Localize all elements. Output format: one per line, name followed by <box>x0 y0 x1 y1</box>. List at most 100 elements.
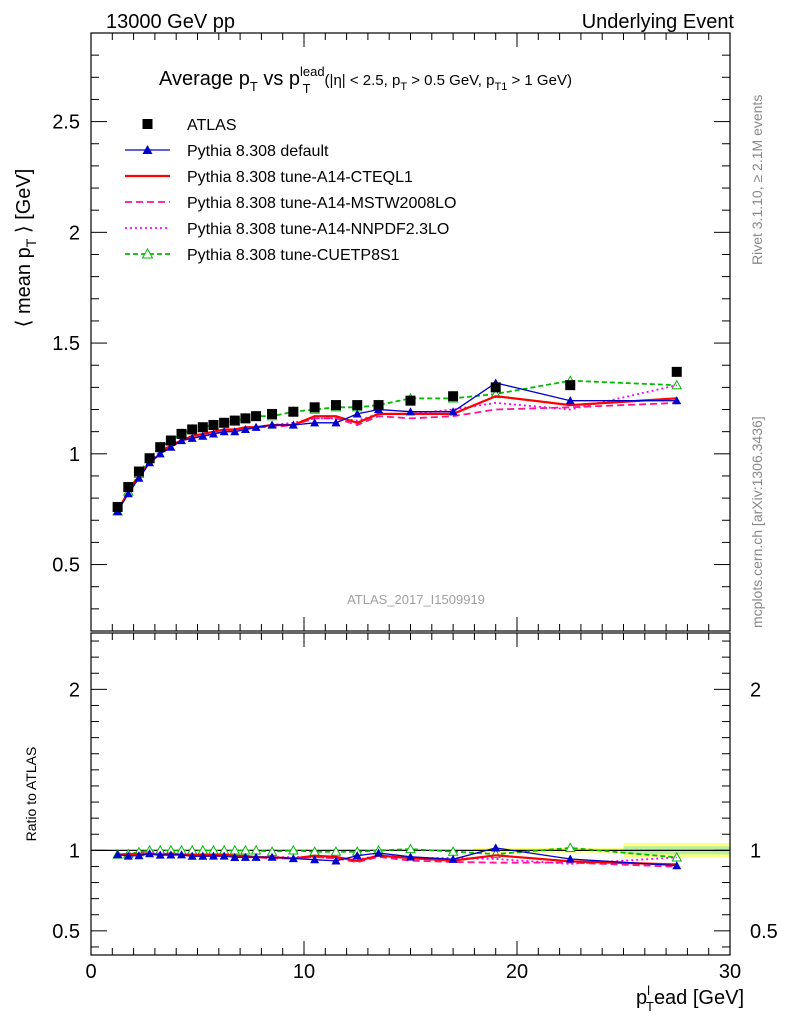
series-point-default <box>251 422 261 431</box>
analysis-watermark: ATLAS_2017_I1509919 <box>347 592 485 607</box>
mcplots-source-label: mcplots.cern.ch [arXiv:1306.3436] <box>749 416 765 628</box>
atlas-data-point <box>112 501 123 512</box>
series-point-default <box>134 473 144 482</box>
atlas-data-point <box>330 400 341 411</box>
atlas-data-point <box>352 400 363 411</box>
main-panel: 0.511.522.5 ⟨ mean pT ⟩ [GeV] Average pT… <box>13 32 731 632</box>
ratio-point-default <box>672 861 682 870</box>
ratio-y-tick-label-right: 1 <box>750 840 761 862</box>
ratio-point-default <box>267 852 277 861</box>
legend-label-cteql1: Pythia 8.308 tune-A14-CTEQL1 <box>187 169 413 186</box>
x-tick-label: 10 <box>293 961 315 983</box>
ratio-point-default <box>310 855 320 864</box>
title-cuts: (|η| < 2.5, p <box>325 72 401 89</box>
atlas-data-point <box>176 428 187 439</box>
ratio-point-default <box>177 850 187 859</box>
series-point-default <box>208 429 218 438</box>
ratio-point-default <box>208 851 218 860</box>
y-tick-label: 1.5 <box>52 333 80 355</box>
atlas-data-point <box>288 406 299 417</box>
y-tick-label: 2.5 <box>52 112 80 134</box>
ratio-y-tick-label-right: 2 <box>750 679 761 701</box>
x-tick-labels: 0 10 20 30 <box>85 961 741 983</box>
ratio-point-default <box>448 854 458 863</box>
ratio-point-default <box>352 851 362 860</box>
atlas-data-point <box>267 408 278 419</box>
series-point-default <box>198 431 208 440</box>
legend-label-nnpdf: Pythia 8.308 tune-A14-NNPDF2.3LO <box>187 221 449 238</box>
ylabel-part-sub: T <box>23 238 39 247</box>
series-point-default <box>230 427 240 436</box>
ratio-point-default <box>155 850 165 859</box>
series-point-cuetp8s1 <box>671 379 683 390</box>
atlas-data-point <box>144 453 155 464</box>
title-sub: T1 <box>494 81 507 93</box>
series-point-default <box>448 407 458 416</box>
atlas-data-point <box>123 482 134 493</box>
atlas-data-point <box>165 435 176 446</box>
series-point-default <box>155 449 165 458</box>
title-sub: T <box>400 81 407 93</box>
title-sup: lead <box>300 64 325 79</box>
legend-label-atlas: ATLAS <box>187 117 237 134</box>
title-part: vs p <box>258 68 300 90</box>
series-point-default <box>672 396 682 405</box>
main-panel-ticks <box>90 33 731 631</box>
ratio-point-default <box>565 854 575 863</box>
ratio-y-tick-label-right: 0.5 <box>750 921 778 943</box>
atlas-data-point <box>448 391 459 402</box>
y-tick-label: 0.5 <box>52 555 80 577</box>
series-point-default <box>240 424 250 434</box>
atlas-data-point <box>565 380 576 391</box>
header-analysis-label: Underlying Event <box>582 11 735 33</box>
atlas-data-point <box>155 442 166 453</box>
series-point-default <box>123 489 133 498</box>
ratio-point-default <box>240 852 250 861</box>
chart-title: Average pT vs plead T (|η| < 2.5, pT > 0.5… <box>159 64 572 96</box>
ratio-point-default <box>187 851 197 860</box>
series-point-default <box>406 407 415 416</box>
x-axis-label: pl Tead [GeV] <box>636 983 744 1014</box>
atlas-data-point <box>133 466 144 477</box>
title-cuts: > 0.5 GeV, p <box>407 72 494 89</box>
ratio-y-axis-label: Ratio to ATLAS <box>23 747 39 842</box>
ratio-point-default <box>251 852 261 861</box>
atlas-data-point <box>229 415 240 426</box>
atlas-data-point <box>405 395 416 406</box>
series-point-default <box>565 396 575 405</box>
legend-marker-default <box>142 145 153 154</box>
ratio-point-default <box>134 851 144 860</box>
series-line-mstw <box>116 402 677 512</box>
series-point-default <box>352 409 362 418</box>
xlabel-part-a: p <box>636 987 647 1009</box>
xlabel-sub: T <box>646 999 654 1014</box>
y-tick-label: 2 <box>69 222 80 244</box>
series-point-default <box>288 420 298 429</box>
ylabel-part-a: ⟨ mean p <box>13 247 35 327</box>
series-point-default <box>166 442 176 451</box>
ratio-y-tick-label: 1 <box>69 840 80 862</box>
ratio-y-tick-label: 0.5 <box>52 921 80 943</box>
atlas-data-point <box>208 420 219 431</box>
ratio-point-default <box>219 851 229 860</box>
main-y-tick-labels: 0.5 1 1.5 2 2.5 <box>52 112 80 577</box>
series-point-default <box>331 418 341 427</box>
series-point-default <box>310 418 320 427</box>
series-line-cteql1 <box>116 395 677 512</box>
title-part: Average p <box>159 68 250 90</box>
title-sub: T <box>250 79 258 94</box>
x-tick-label: 20 <box>506 961 528 983</box>
ratio-panel-ticks <box>90 633 731 955</box>
ratio-point-cuetp8s1 <box>564 842 576 852</box>
ylabel-part-b: ⟩ [GeV] <box>13 169 35 239</box>
atlas-data-point <box>490 382 501 393</box>
series-line-default <box>117 382 677 512</box>
ratio-point-default <box>331 856 341 865</box>
legend-marker-atlas <box>142 119 153 129</box>
ratio-y-tick-labels: 0.5 0.5 1 1 2 2 <box>52 679 778 943</box>
xlabel-sup: l <box>647 983 650 998</box>
ratio-point-default <box>198 851 208 860</box>
ratio-point-default <box>374 848 384 857</box>
series-point-default <box>177 436 187 445</box>
